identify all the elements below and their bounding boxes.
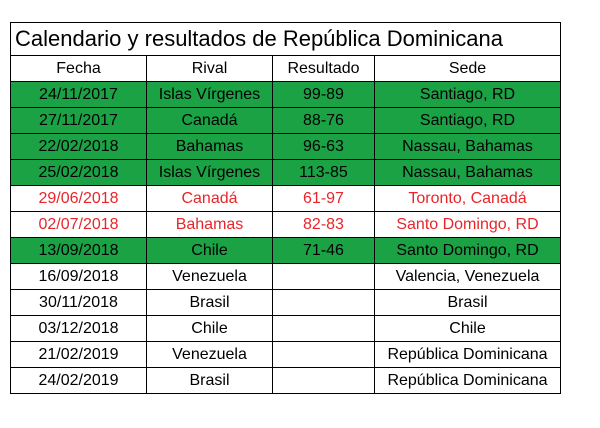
table-row: 24/02/2019 Brasil República Dominicana bbox=[10, 367, 561, 394]
cell-rival: Islas Vírgenes bbox=[146, 81, 273, 108]
cell-sede: República Dominicana bbox=[374, 367, 561, 394]
cell-sede: Santiago, RD bbox=[374, 81, 561, 108]
cell-resultado bbox=[272, 289, 375, 316]
cell-fecha: 13/09/2018 bbox=[10, 237, 147, 264]
table-row: 25/02/2018 Islas Vírgenes 113-85 Nassau, Ba… bbox=[10, 159, 561, 186]
cell-fecha: 29/06/2018 bbox=[10, 185, 147, 212]
table-row: 16/09/2018 Venezuela Valencia, Venezuela bbox=[10, 263, 561, 290]
cell-rival: Venezuela bbox=[146, 341, 273, 368]
cell-fecha: 16/09/2018 bbox=[10, 263, 147, 290]
cell-resultado bbox=[272, 341, 375, 368]
cell-fecha: 24/02/2019 bbox=[10, 367, 147, 394]
cell-fecha: 22/02/2018 bbox=[10, 133, 147, 160]
cell-sede: Santo Domingo, RD bbox=[374, 237, 561, 264]
cell-sede: Chile bbox=[374, 315, 561, 342]
cell-sede: Santiago, RD bbox=[374, 107, 561, 134]
cell-sede: Brasil bbox=[374, 289, 561, 316]
cell-fecha: 27/11/2017 bbox=[10, 107, 147, 134]
table-row: 27/11/2017 Canadá 88-76 Santiago, RD bbox=[10, 107, 561, 134]
header-sede: Sede bbox=[374, 55, 561, 82]
cell-resultado: 82-83 bbox=[272, 211, 375, 238]
cell-rival: Brasil bbox=[146, 367, 273, 394]
schedule-table: Calendario y resultados de República Dom… bbox=[10, 22, 561, 394]
cell-resultado: 96-63 bbox=[272, 133, 375, 160]
cell-resultado bbox=[272, 263, 375, 290]
table-row: 29/06/2018 Canadá 61-97 Toronto, Canadá bbox=[10, 185, 561, 212]
cell-rival: Bahamas bbox=[146, 211, 273, 238]
cell-fecha: 30/11/2018 bbox=[10, 289, 147, 316]
table-row: 24/11/2017 Islas Vírgenes 99-89 Santiago, R… bbox=[10, 81, 561, 108]
cell-rival: Islas Vírgenes bbox=[146, 159, 273, 186]
cell-fecha: 02/07/2018 bbox=[10, 211, 147, 238]
cell-resultado: 99-89 bbox=[272, 81, 375, 108]
header-rival: Rival bbox=[146, 55, 273, 82]
cell-rival: Canadá bbox=[146, 185, 273, 212]
cell-fecha: 24/11/2017 bbox=[10, 81, 147, 108]
cell-rival: Venezuela bbox=[146, 263, 273, 290]
table-row: 22/02/2018 Bahamas 96-63 Nassau, Bahamas bbox=[10, 133, 561, 160]
cell-resultado bbox=[272, 367, 375, 394]
table-row: 30/11/2018 Brasil Brasil bbox=[10, 289, 561, 316]
header-resultado: Resultado bbox=[272, 55, 375, 82]
table-row: 02/07/2018 Bahamas 82-83 Santo Domingo, RD bbox=[10, 211, 561, 238]
cell-sede: Valencia, Venezuela bbox=[374, 263, 561, 290]
cell-sede: Santo Domingo, RD bbox=[374, 211, 561, 238]
cell-rival: Chile bbox=[146, 315, 273, 342]
cell-resultado: 113-85 bbox=[272, 159, 375, 186]
cell-resultado: 71-46 bbox=[272, 237, 375, 264]
cell-fecha: 03/12/2018 bbox=[10, 315, 147, 342]
cell-sede: República Dominicana bbox=[374, 341, 561, 368]
cell-fecha: 21/02/2019 bbox=[10, 341, 147, 368]
table-title: Calendario y resultados de República Dom… bbox=[10, 22, 561, 56]
cell-sede: Nassau, Bahamas bbox=[374, 159, 561, 186]
cell-resultado bbox=[272, 315, 375, 342]
schedule-sheet: Calendario y resultados de República Dom… bbox=[10, 22, 561, 394]
cell-resultado: 88-76 bbox=[272, 107, 375, 134]
cell-rival: Brasil bbox=[146, 289, 273, 316]
table-row: 13/09/2018 Chile 71-46 Santo Domingo, RD bbox=[10, 237, 561, 264]
cell-rival: Bahamas bbox=[146, 133, 273, 160]
table-row: 21/02/2019 Venezuela República Dominicana bbox=[10, 341, 561, 368]
table-row: 03/12/2018 Chile Chile bbox=[10, 315, 561, 342]
cell-rival: Chile bbox=[146, 237, 273, 264]
cell-rival: Canadá bbox=[146, 107, 273, 134]
cell-sede: Toronto, Canadá bbox=[374, 185, 561, 212]
title-row: Calendario y resultados de República Dom… bbox=[10, 22, 561, 56]
header-fecha: Fecha bbox=[10, 55, 147, 82]
cell-sede: Nassau, Bahamas bbox=[374, 133, 561, 160]
header-row: Fecha Rival Resultado Sede bbox=[10, 55, 561, 82]
cell-resultado: 61-97 bbox=[272, 185, 375, 212]
cell-fecha: 25/02/2018 bbox=[10, 159, 147, 186]
